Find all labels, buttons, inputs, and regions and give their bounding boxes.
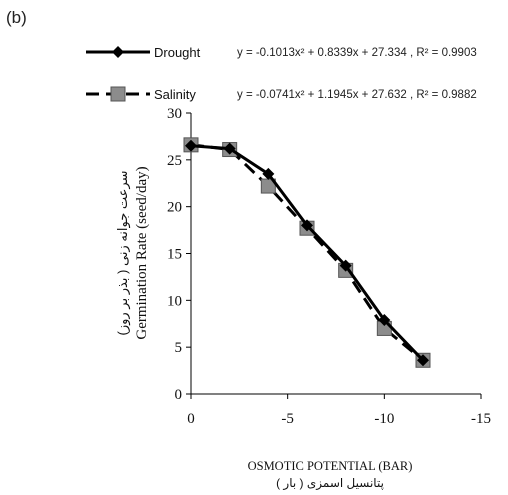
legend-salinity-equation: y = -0.0741x² + 1.1945x + 27.632 , R² = … xyxy=(237,89,477,101)
y-axis-label: Germination Rate (seed/day) xyxy=(134,166,150,339)
x-tick-label: 0 xyxy=(187,411,195,427)
y-tick-label: 0 xyxy=(175,387,183,403)
y-ticks: 0 5 10 15 20 25 30 xyxy=(167,106,191,403)
x-tick-label: -15 xyxy=(471,411,491,427)
drought-point xyxy=(223,142,236,155)
x-tick-label: -5 xyxy=(281,411,294,427)
legend-drought-equation: y = -0.1013x² + 0.8339x + 27.334 , R² = … xyxy=(237,47,477,59)
x-ticks: 0 -5 -10 -15 xyxy=(187,394,491,427)
y-tick-label: 15 xyxy=(167,247,182,263)
legend-salinity-marker xyxy=(110,86,126,102)
drought-point xyxy=(339,259,352,272)
y-tick-label: 10 xyxy=(167,293,182,309)
y-axis-label-fa: سرعت جوانه زنی ( بذر بر روز) xyxy=(115,171,131,336)
drought-point xyxy=(185,139,197,152)
y-tick-label: 20 xyxy=(167,200,182,216)
y-tick-label: 5 xyxy=(175,340,183,356)
drought-point xyxy=(301,219,313,232)
legend-drought-marker xyxy=(112,46,124,58)
panel-label: (b) xyxy=(6,8,27,27)
legend-drought-label: Drought xyxy=(154,45,201,60)
y-tick-label: 25 xyxy=(167,153,182,169)
drought-point xyxy=(378,314,391,327)
legend: Drought y = -0.1013x² + 0.8339x + 27.334… xyxy=(86,45,477,102)
drought-point xyxy=(417,354,429,367)
x-tick-label: -10 xyxy=(374,411,394,427)
series-layer xyxy=(183,137,431,368)
drought-point xyxy=(262,167,275,180)
x-axis-label: OSMOTIC POTENTIAL (BAR) xyxy=(248,459,413,473)
x-axis-label-fa: پتانسیل اسمزی ( بار ) xyxy=(276,476,384,491)
y-tick-label: 30 xyxy=(167,106,182,122)
legend-salinity-label: Salinity xyxy=(154,87,196,102)
